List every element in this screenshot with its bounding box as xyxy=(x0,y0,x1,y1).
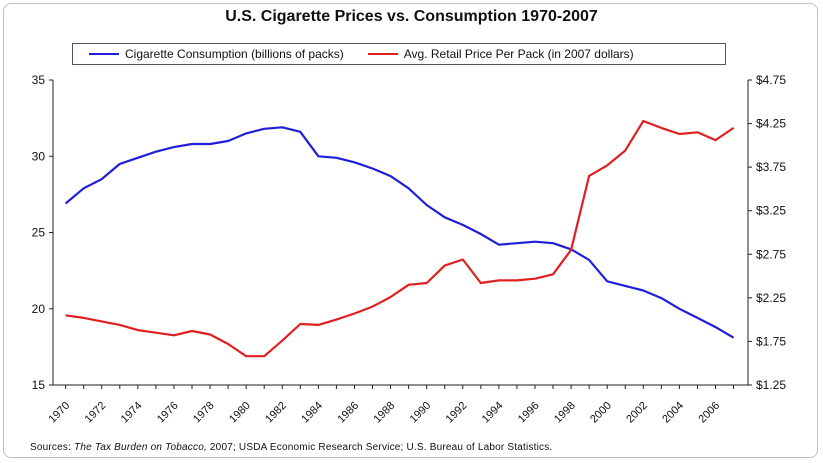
y-right-tick-label: $2.75 xyxy=(756,247,786,261)
x-tick-label: 1994 xyxy=(480,400,506,426)
y-left-tick-label: 15 xyxy=(32,378,46,392)
y-right-tick-label: $3.25 xyxy=(756,204,786,218)
y-right-tick-label: $1.75 xyxy=(756,334,786,348)
y-left-tick-label: 35 xyxy=(32,73,46,87)
y-left-tick-label: 25 xyxy=(32,226,46,240)
x-tick-label: 1972 xyxy=(83,400,109,426)
x-tick-label: 1974 xyxy=(119,400,145,426)
x-tick-label: 1988 xyxy=(371,400,397,426)
legend-label-consumption: Cigarette Consumption (billions of packs… xyxy=(125,47,344,61)
x-tick-label: 1980 xyxy=(227,400,253,426)
x-tick-label: 1976 xyxy=(155,400,181,426)
source-prefix: Sources: xyxy=(30,442,75,453)
y-right-tick-label: $1.25 xyxy=(756,378,786,392)
series-line-consumption xyxy=(64,126,735,339)
y-right-tick-label: $4.75 xyxy=(756,73,786,87)
source-note: Sources: The Tax Burden on Tobacco, 2007… xyxy=(30,442,552,453)
source-rest: 2007; USDA Economic Research Service; U.… xyxy=(206,442,553,453)
legend-swatch-consumption xyxy=(89,53,119,55)
x-tick-label: 2002 xyxy=(624,400,650,426)
y-right-tick-label: $4.25 xyxy=(756,117,786,131)
y-right-tick-label: $2.25 xyxy=(756,291,786,305)
x-tick-label: 2000 xyxy=(588,400,614,426)
chart-title: U.S. Cigarette Prices vs. Consumption 19… xyxy=(225,8,598,25)
series-line-price xyxy=(65,119,735,358)
x-tick-label: 1970 xyxy=(47,400,73,426)
legend-item-price: Avg. Retail Price Per Pack (in 2007 doll… xyxy=(367,47,634,61)
legend-label-price: Avg. Retail Price Per Pack (in 2007 doll… xyxy=(403,47,634,61)
x-tick-label: 1978 xyxy=(191,400,217,426)
y-left-tick-label: 20 xyxy=(32,302,46,316)
y-right-tick-label: $3.75 xyxy=(756,160,786,174)
legend-item-consumption: Cigarette Consumption (billions of packs… xyxy=(89,47,344,61)
chart-legend: Cigarette Consumption (billions of packs… xyxy=(72,43,726,65)
x-tick-label: 1984 xyxy=(299,400,325,426)
source-italic: The Tax Burden on Tobacco, xyxy=(74,442,207,453)
x-tick-label: 1982 xyxy=(263,400,289,426)
x-tick-label: 1992 xyxy=(444,400,470,426)
x-tick-label: 2006 xyxy=(696,400,722,426)
chart-frame xyxy=(3,3,818,458)
x-tick-label: 1998 xyxy=(552,400,578,426)
legend-swatch-price xyxy=(367,53,398,55)
x-tick-label: 1990 xyxy=(408,400,434,426)
y-left-tick-label: 30 xyxy=(32,149,46,163)
x-tick-label: 1996 xyxy=(516,400,542,426)
x-tick-label: 2004 xyxy=(660,400,686,426)
x-tick-label: 1986 xyxy=(335,400,361,426)
